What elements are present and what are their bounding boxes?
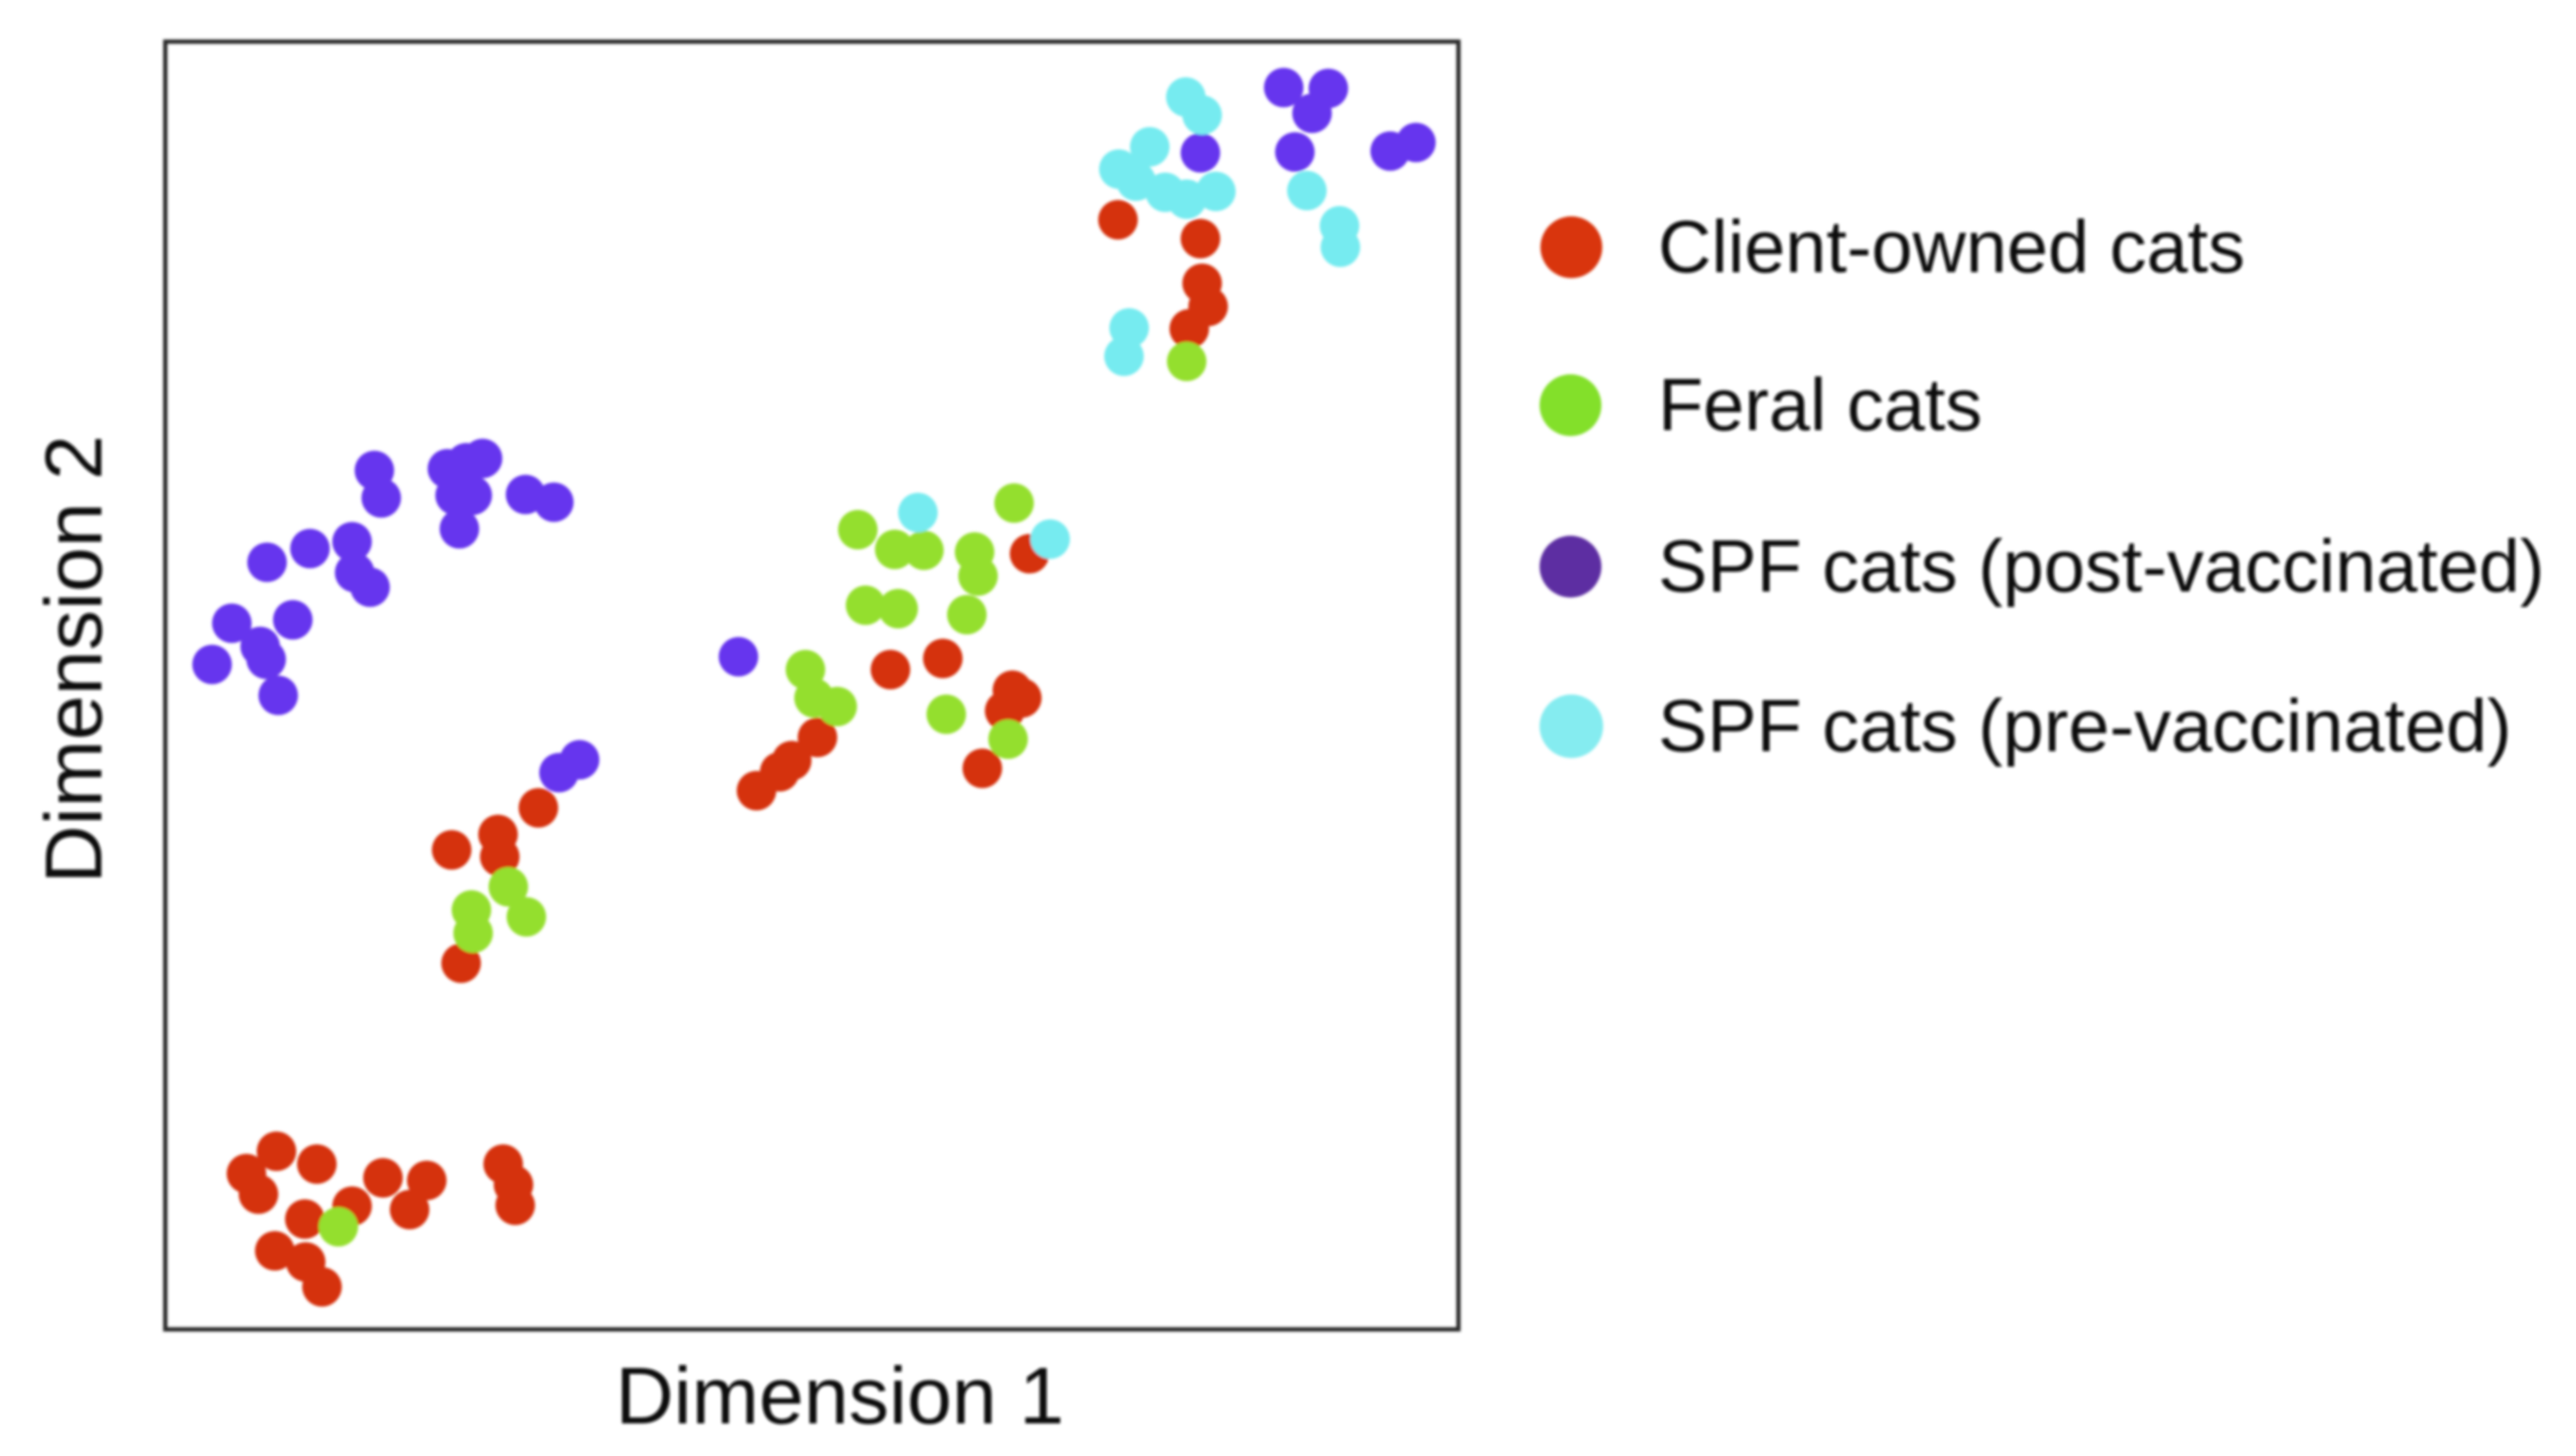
svg-text:Feral cats: Feral cats <box>1658 364 1983 446</box>
svg-text:Client-owned cats: Client-owned cats <box>1658 206 2245 288</box>
svg-text:Dimension 2: Dimension 2 <box>28 435 118 883</box>
svg-text:SPF cats (post-vaccinated): SPF cats (post-vaccinated) <box>1658 525 2544 608</box>
svg-text:SPF cats (pre-vaccinated): SPF cats (pre-vaccinated) <box>1658 685 2512 767</box>
svg-text:Dimension 1: Dimension 1 <box>616 1350 1064 1441</box>
